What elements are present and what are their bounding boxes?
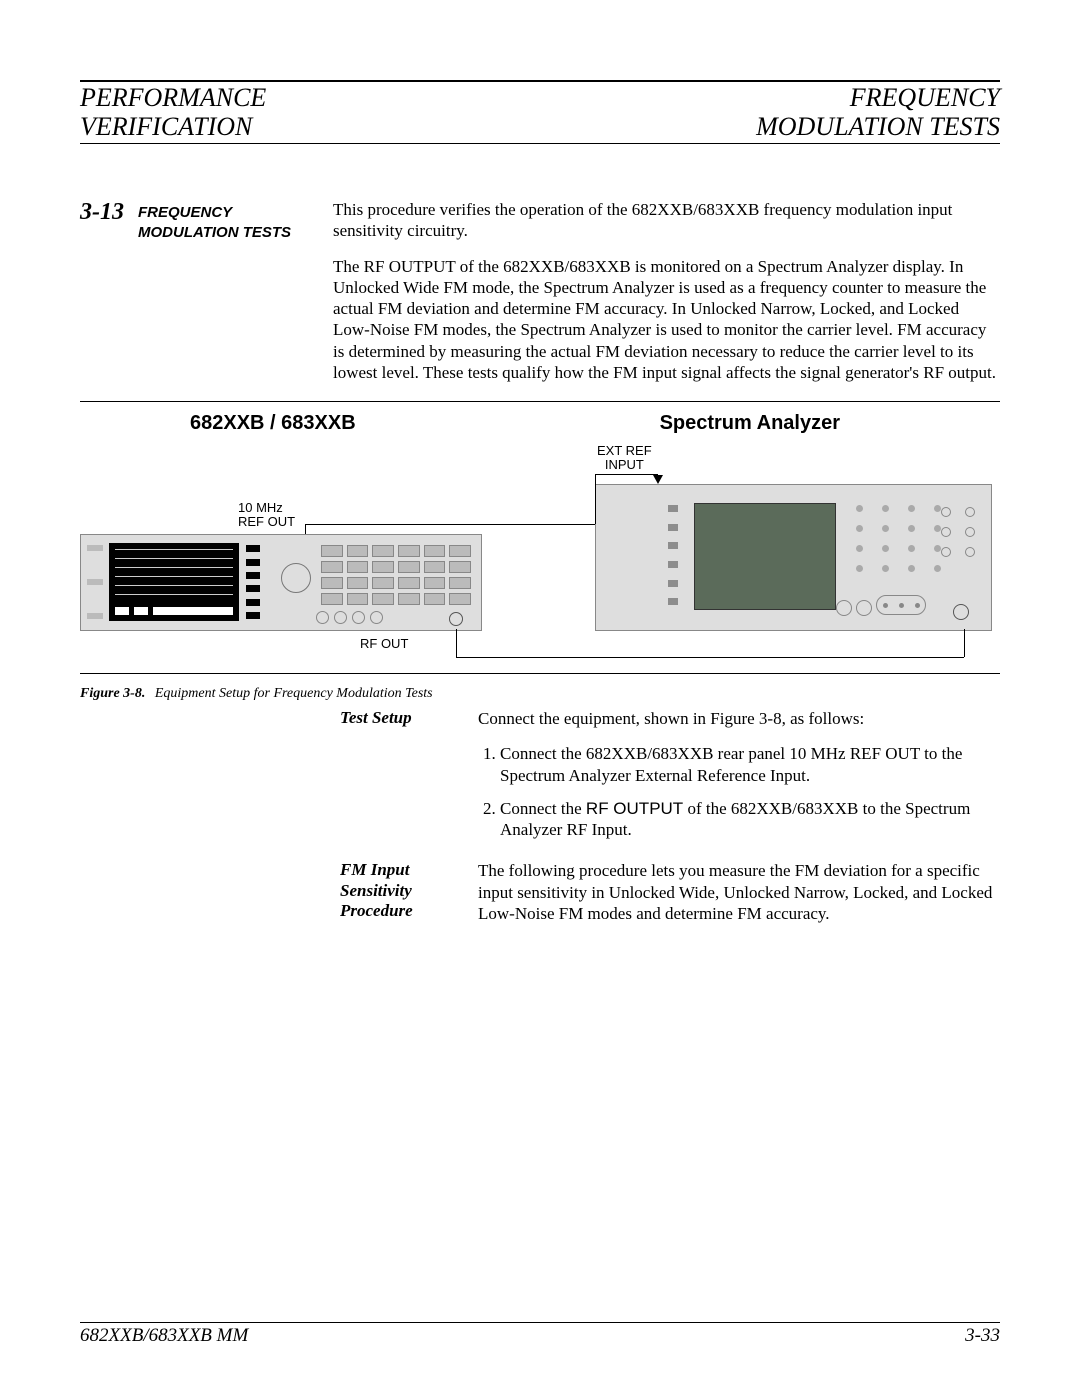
step-2: Connect the RF OUTPUT of the 682XXB/683X… xyxy=(500,798,1000,841)
ref-cable-seg4 xyxy=(595,474,658,475)
label-ext-ref-l1: EXT REF xyxy=(597,443,652,458)
section-number: 3-13 xyxy=(80,199,138,397)
ref-cable-seg1 xyxy=(305,524,306,534)
page: PERFORMANCE VERIFICATION FREQUENCY MODUL… xyxy=(0,0,1080,1397)
arrow-down-icon xyxy=(653,475,663,484)
header-right-line2: MODULATION TESTS xyxy=(756,113,1000,142)
header-top-rule xyxy=(80,80,1000,82)
header-left-line1: PERFORMANCE xyxy=(80,84,266,113)
label-ref-out-l2: REF OUT xyxy=(238,514,295,529)
knob-icon xyxy=(281,563,311,593)
fm-proc-block: FM Input Sensitivity Procedure The follo… xyxy=(80,860,1000,938)
test-setup-intro: Connect the equipment, shown in Figure 3… xyxy=(478,708,1000,729)
section-title-l2: MODULATION TESTS xyxy=(138,224,291,241)
test-setup-label: Test Setup xyxy=(340,708,478,854)
section-body: This procedure verifies the operation of… xyxy=(333,199,1000,397)
intro-para-2: The RF OUTPUT of the 682XXB/683XXB is mo… xyxy=(333,256,1000,384)
label-ref-out-l1: 10 MHz xyxy=(238,500,283,515)
section-intro: 3-13 FREQUENCY MODULATION TESTS This pro… xyxy=(80,199,1000,397)
header-left-line2: VERIFICATION xyxy=(80,113,266,142)
test-setup-steps: Connect the 682XXB/683XXB rear panel 10 … xyxy=(478,743,1000,840)
footer-rule xyxy=(80,1322,1000,1323)
spectrum-analyzer-icon xyxy=(595,484,992,631)
sg-screen-icon xyxy=(109,543,239,621)
label-ext-ref: EXT REF INPUT xyxy=(597,444,652,473)
running-header: PERFORMANCE VERIFICATION FREQUENCY MODUL… xyxy=(80,84,1000,141)
label-rf-out: RF OUT xyxy=(360,637,408,651)
fm-proc-l2: Sensitivity xyxy=(340,881,412,900)
equipment-diagram: 682XXB / 683XXB Spectrum Analyzer 10 MHz… xyxy=(80,412,1000,669)
label-ref-out: 10 MHz REF OUT xyxy=(238,501,295,530)
rule-above-figure xyxy=(80,401,1000,402)
intro-para-1: This procedure verifies the operation of… xyxy=(333,199,1000,242)
rf-out-port-icon xyxy=(449,612,463,626)
step-2b: RF OUTPUT xyxy=(586,799,683,818)
figure-number: Figure 3-8. xyxy=(80,686,145,701)
header-right-line1: FREQUENCY xyxy=(756,84,1000,113)
rf-cable-seg2 xyxy=(456,657,964,658)
sa-screen-icon xyxy=(694,503,836,610)
test-setup-block: Test Setup Connect the equipment, shown … xyxy=(80,708,1000,854)
figure-caption: Figure 3-8. Equipment Setup for Frequenc… xyxy=(80,686,1000,702)
section-title-l1: FREQUENCY xyxy=(138,204,232,221)
fm-proc-label: FM Input Sensitivity Procedure xyxy=(340,860,478,938)
diagram-title-left: 682XXB / 683XXB xyxy=(190,412,356,435)
section-title: FREQUENCY MODULATION TESTS xyxy=(138,199,333,397)
fm-proc-l1: FM Input xyxy=(340,860,409,879)
ref-cable-seg3 xyxy=(595,474,596,524)
keypad-icon xyxy=(321,545,471,617)
fm-proc-l3: Procedure xyxy=(340,901,413,920)
signal-generator-icon xyxy=(80,534,482,631)
label-ext-ref-l2: INPUT xyxy=(605,457,644,472)
diagram-title-right: Spectrum Analyzer xyxy=(660,412,840,435)
footer-left: 682XXB/683XXB MM xyxy=(80,1325,248,1347)
step-2a: Connect the xyxy=(500,799,586,818)
rf-cable-seg1 xyxy=(456,629,457,657)
fm-proc-text: The following procedure lets you measure… xyxy=(478,860,1000,924)
rf-in-port-icon xyxy=(953,604,969,620)
page-footer: 682XXB/683XXB MM 3-33 xyxy=(80,1322,1000,1347)
header-bottom-rule xyxy=(80,143,1000,144)
ref-cable-seg2 xyxy=(305,524,595,525)
rf-cable-seg3 xyxy=(964,629,965,657)
figure-caption-text: Equipment Setup for Frequency Modulation… xyxy=(155,686,433,701)
step-1: Connect the 682XXB/683XXB rear panel 10 … xyxy=(500,743,1000,786)
rule-below-figure xyxy=(80,673,1000,674)
footer-page-number: 3-33 xyxy=(965,1325,1000,1347)
